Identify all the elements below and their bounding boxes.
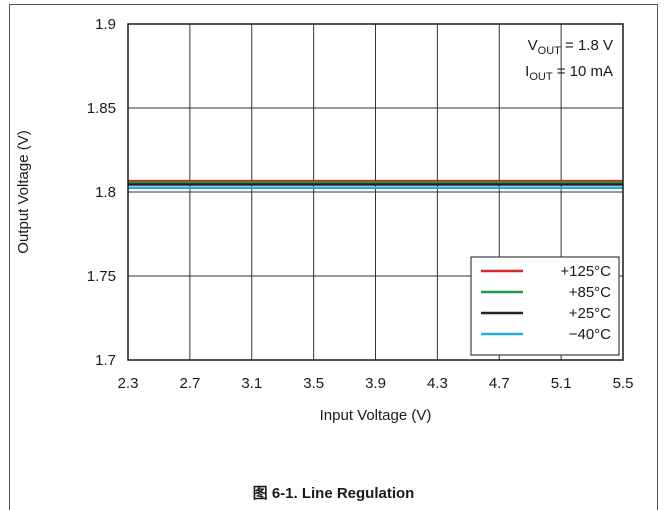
x-tick-label: 5.5 — [613, 375, 634, 392]
tick-labels: 2.3 2.7 3.1 3.5 3.9 4.3 4.7 5.1 5.5 1.7 1.75 1.8 1.8… — [87, 16, 634, 392]
vout-annotation: VOUT = 1.8 V — [528, 37, 613, 57]
figure-frame-left — [9, 4, 10, 510]
figure-frame-top — [9, 4, 657, 5]
y-tick-label: 1.85 — [87, 100, 116, 117]
x-tick-label: 3.5 — [303, 375, 324, 392]
legend-box — [470, 256, 620, 356]
y-tick-label: 1.7 — [95, 352, 116, 369]
legend-label: +85°C — [569, 284, 611, 301]
plot-border — [127, 23, 624, 361]
figure-caption: 图 6-1. Line Regulation — [252, 485, 415, 502]
iout-annotation: IOUT = 10 mA — [525, 63, 613, 83]
x-tick-label: 5.1 — [551, 375, 572, 392]
legend-label: +125°C — [560, 263, 611, 280]
legend: +125°C +85°C +25°C −40°C — [470, 256, 620, 356]
series-lines — [128, 179, 623, 190]
y-tick-label: 1.9 — [95, 16, 116, 33]
x-tick-label: 4.7 — [489, 375, 510, 392]
x-axis-label: Input Voltage (V) — [320, 407, 432, 424]
x-tick-label: 4.3 — [427, 375, 448, 392]
x-tick-label: 2.3 — [118, 375, 139, 392]
conditions-annotation: VOUT = 1.8 V IOUT = 10 mA — [525, 37, 613, 83]
y-axis-label: Output Voltage (V) — [15, 130, 32, 253]
x-tick-label: 3.9 — [365, 375, 386, 392]
figure-frame-right — [657, 4, 658, 510]
y-tick-label: 1.8 — [95, 184, 116, 201]
legend-label: −40°C — [569, 326, 611, 343]
y-tick-label: 1.75 — [87, 268, 116, 285]
line-regulation-chart: 2.3 2.7 3.1 3.5 3.9 4.3 4.7 5.1 5.5 1.7 1.75 1.8 1.8… — [15, 16, 634, 424]
x-tick-label: 3.1 — [241, 375, 262, 392]
x-tick-label: 2.7 — [179, 375, 200, 392]
legend-label: +25°C — [569, 305, 611, 322]
